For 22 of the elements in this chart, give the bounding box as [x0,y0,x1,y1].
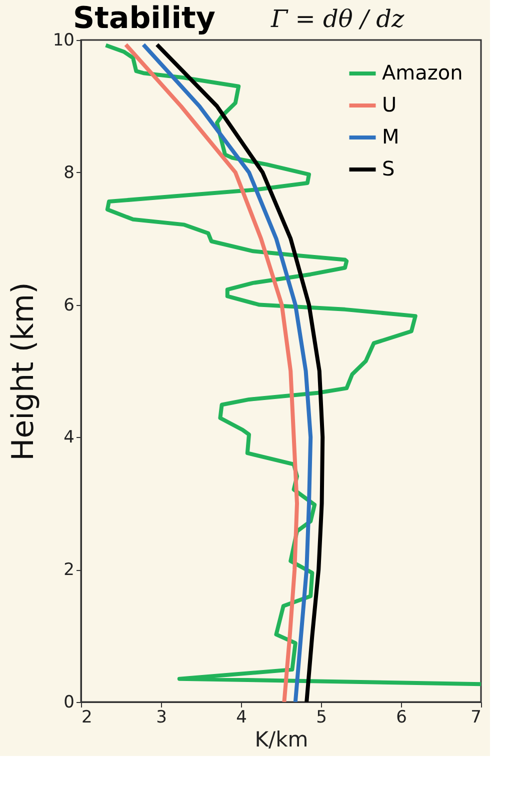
legend-label: M [382,124,400,148]
x-tick-label: 4 [236,708,247,728]
x-tick-label: 2 [82,708,92,728]
y-tick-label: 0 [64,692,74,712]
y-tick-label: 4 [64,428,74,448]
y-axis-title: Height (km) [6,282,41,461]
x-tick-label: 7 [470,708,482,728]
y-tick-label: 10 [52,30,74,50]
chart-title: Stability [73,1,216,36]
y-tick-label: 6 [64,295,74,316]
legend-label: S [382,156,395,180]
y-tick-label: 8 [64,162,74,183]
legend-label: U [382,92,397,116]
x-tick-label: 6 [396,708,407,728]
x-tick-label: 3 [156,708,167,728]
legend-label: Amazon [382,60,463,84]
line-series [124,42,299,702]
x-tick-label: 5 [316,708,327,728]
y-tick-label: 2 [64,560,74,580]
line-series [104,43,481,686]
chart-subtitle: Γ = dθ / dz [270,5,405,33]
x-axis-title: K/km [254,728,308,752]
